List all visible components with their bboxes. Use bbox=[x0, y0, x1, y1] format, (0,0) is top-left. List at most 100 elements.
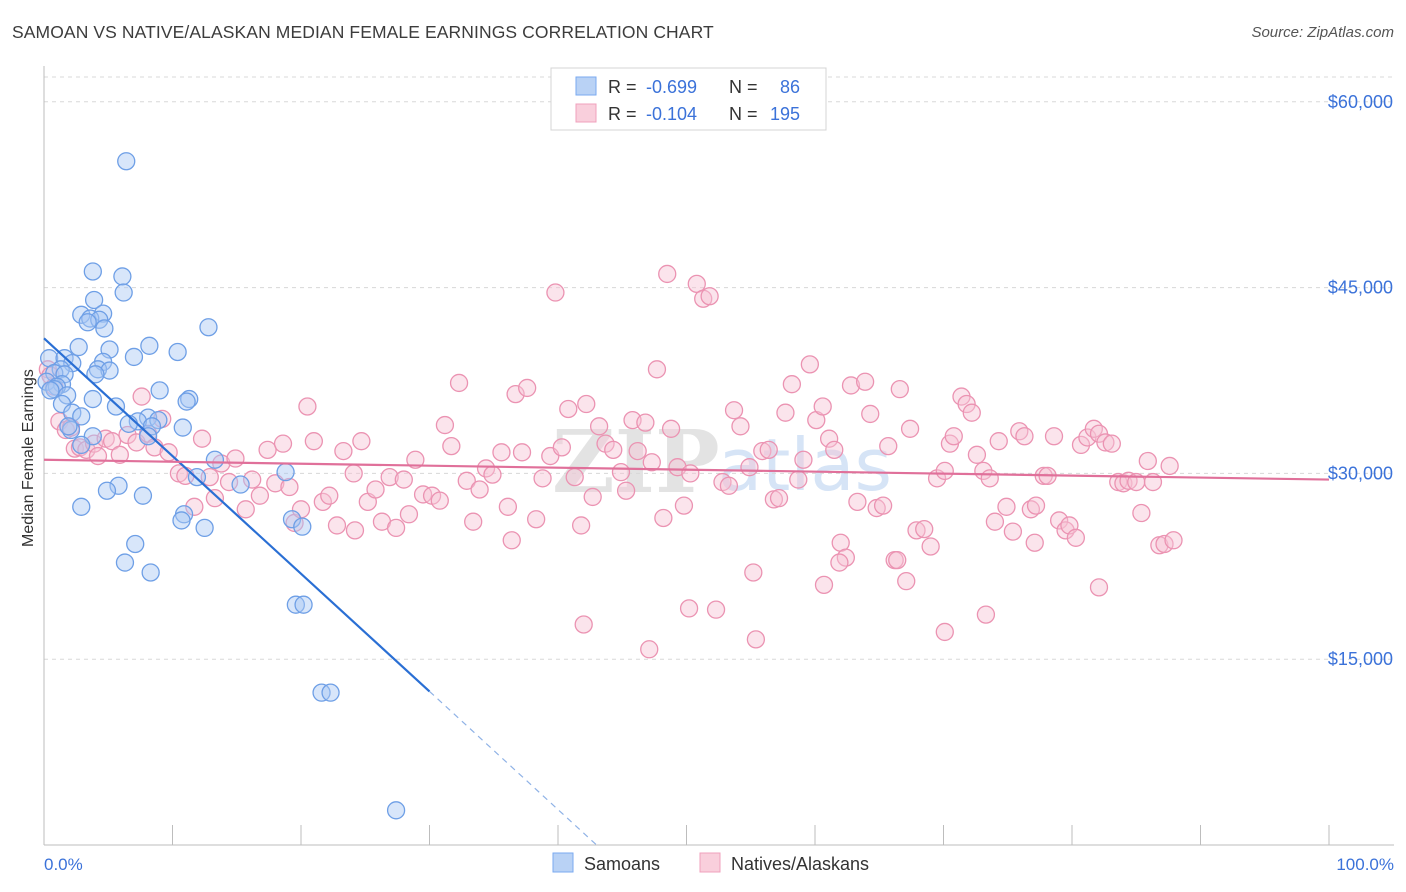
native-point bbox=[628, 441, 647, 461]
native-point bbox=[681, 464, 700, 483]
natives-legend-swatch bbox=[699, 852, 721, 873]
native-point bbox=[967, 445, 987, 464]
watermark-atlas: atlas bbox=[718, 423, 892, 507]
native-point bbox=[344, 464, 363, 483]
native-point bbox=[236, 500, 255, 519]
native-point bbox=[661, 419, 681, 438]
samoan-r-value: -0.699 bbox=[646, 77, 697, 97]
trendlines bbox=[43, 337, 1330, 846]
native-point bbox=[679, 599, 699, 618]
samoan-point bbox=[106, 397, 126, 416]
native-point bbox=[1155, 534, 1174, 554]
y-tick-label: $30,000 bbox=[1328, 463, 1393, 483]
natives-legend-label: Natives/Alaskans bbox=[731, 854, 869, 874]
native-point bbox=[280, 477, 299, 497]
bottom-legend: Samoans Natives/Alaskans bbox=[552, 852, 869, 874]
watermark-zip: ZIP bbox=[552, 412, 720, 513]
samoan-point bbox=[276, 462, 295, 482]
native-point bbox=[706, 600, 726, 619]
y-axis-label: Median Female Earnings bbox=[20, 369, 37, 547]
native-point bbox=[1164, 531, 1183, 550]
native-point bbox=[457, 471, 476, 490]
native-point bbox=[907, 521, 926, 540]
native-point bbox=[559, 399, 578, 419]
native-point bbox=[483, 465, 502, 484]
native-point bbox=[1102, 434, 1121, 453]
native-point bbox=[470, 480, 489, 499]
native-point bbox=[794, 450, 813, 469]
native-trendline bbox=[43, 458, 1330, 481]
native-point bbox=[492, 443, 511, 462]
native-point bbox=[744, 563, 763, 582]
native-point bbox=[266, 474, 285, 493]
native-point bbox=[1096, 433, 1115, 452]
native-point bbox=[980, 469, 999, 488]
samoan-point bbox=[386, 801, 406, 820]
samoan-point bbox=[180, 389, 199, 409]
native-point bbox=[1044, 427, 1064, 446]
samoan-n-label: N = bbox=[729, 77, 758, 97]
native-point bbox=[957, 394, 976, 414]
native-point bbox=[430, 491, 449, 510]
samoan-point bbox=[86, 365, 105, 384]
samoan-point bbox=[41, 381, 60, 400]
native-point bbox=[855, 372, 875, 391]
samoan-point bbox=[119, 414, 138, 433]
native-point bbox=[879, 436, 898, 456]
y-tick-label: $60,000 bbox=[1328, 92, 1393, 112]
source-note: Source: ZipAtlas.com bbox=[1251, 24, 1394, 41]
native-point bbox=[205, 489, 225, 508]
samoan-point bbox=[150, 381, 169, 400]
samoan-point bbox=[126, 534, 145, 554]
native-point bbox=[897, 572, 916, 591]
native-point bbox=[841, 376, 861, 395]
native-point bbox=[273, 434, 293, 453]
native-point bbox=[506, 384, 525, 404]
native-point bbox=[900, 419, 920, 438]
native-point bbox=[589, 417, 609, 436]
native-point bbox=[132, 387, 151, 406]
native-point bbox=[1010, 422, 1029, 441]
x-tick-label-min: 0.0% bbox=[44, 855, 83, 874]
samoan-point bbox=[72, 435, 91, 455]
native-point bbox=[1132, 503, 1151, 523]
native-point bbox=[642, 453, 661, 472]
native-point bbox=[674, 496, 694, 515]
native-point bbox=[1003, 522, 1023, 541]
samoan-point bbox=[124, 347, 144, 367]
samoan-point bbox=[133, 486, 153, 505]
native-point bbox=[962, 403, 981, 422]
native-point bbox=[583, 487, 602, 507]
samoan-point bbox=[83, 389, 102, 409]
native-point bbox=[740, 458, 759, 477]
native-point bbox=[604, 440, 623, 460]
native-point bbox=[647, 360, 667, 379]
native-point bbox=[442, 436, 461, 456]
samoan-point bbox=[97, 481, 117, 500]
native-point bbox=[654, 508, 673, 528]
native-point bbox=[1050, 511, 1069, 530]
native-point bbox=[800, 355, 820, 374]
samoan-point bbox=[72, 407, 91, 426]
native-point bbox=[185, 497, 204, 516]
samoan-point bbox=[282, 510, 302, 529]
samoan-point bbox=[114, 283, 133, 302]
native-point bbox=[890, 380, 909, 399]
native-point bbox=[944, 427, 963, 446]
native-point bbox=[819, 429, 839, 448]
x-tick-label-max: 100.0% bbox=[1336, 855, 1394, 874]
samoan-point bbox=[294, 595, 313, 614]
native-point bbox=[825, 440, 844, 460]
samoan-point bbox=[286, 595, 306, 614]
samoan-point bbox=[195, 518, 214, 538]
y-tick-label: $15,000 bbox=[1328, 649, 1393, 669]
native-point bbox=[935, 461, 954, 481]
samoan-points bbox=[37, 152, 406, 820]
samoan-point bbox=[69, 337, 88, 357]
native-point bbox=[830, 553, 849, 572]
native-point bbox=[88, 446, 108, 466]
native-point bbox=[1160, 456, 1179, 476]
native-point bbox=[219, 472, 239, 492]
samoan-point bbox=[142, 417, 162, 436]
native-point bbox=[813, 397, 832, 416]
